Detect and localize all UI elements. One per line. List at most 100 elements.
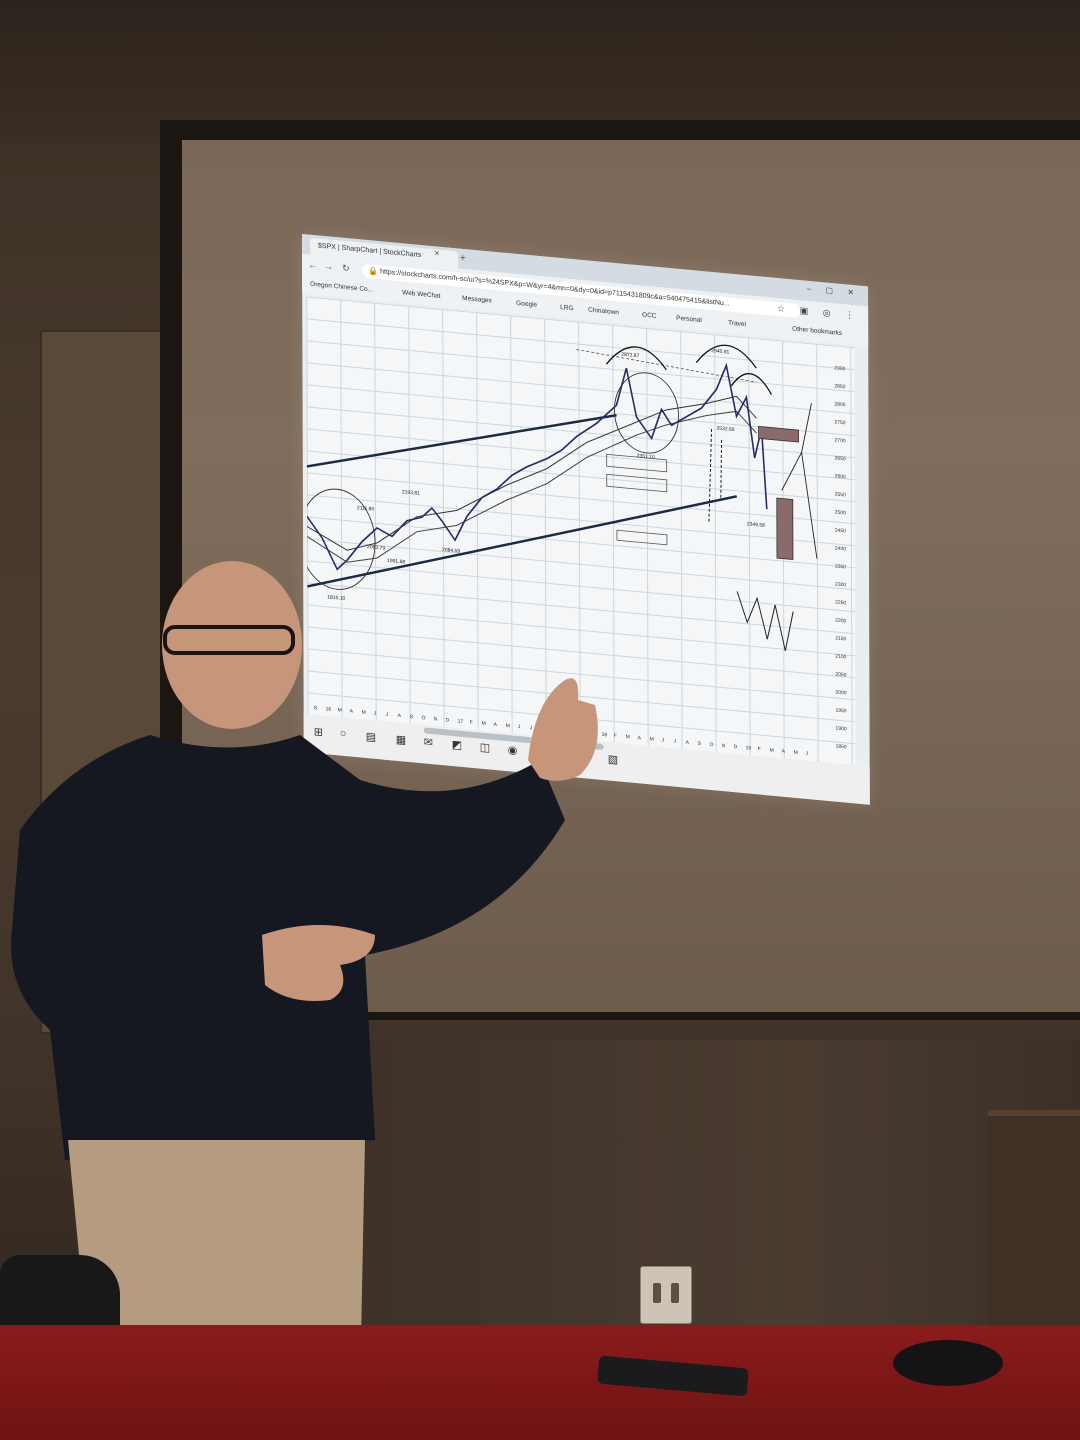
wall-panel — [360, 1040, 1080, 1360]
pointing-hand — [528, 678, 598, 781]
power-outlet — [640, 1266, 692, 1324]
resistance-box — [758, 425, 799, 443]
month-tick: A — [398, 713, 402, 719]
price-tick: 2700 — [835, 437, 846, 444]
head-arc — [695, 344, 757, 369]
annotation-label: 2111.80 — [357, 505, 375, 513]
annotation-label: 2083.79 — [367, 544, 385, 552]
moving-average-line — [306, 410, 757, 563]
month-tick: J — [674, 738, 677, 744]
support-box — [606, 473, 668, 493]
price-tick: 2650 — [835, 455, 846, 462]
month-tick: 17 — [458, 718, 464, 725]
month-tick: D — [446, 717, 450, 723]
shoulder-arc — [730, 373, 772, 395]
month-tick: J — [530, 725, 533, 731]
presenter-head — [162, 561, 302, 729]
month-tick: 19 — [746, 745, 752, 752]
glasses-icon — [163, 625, 295, 655]
price-tick: 1950 — [835, 708, 846, 715]
month-tick: O — [422, 715, 426, 721]
month-tick: M — [362, 710, 366, 716]
upper-trendline — [306, 413, 617, 468]
projection-arrow — [720, 439, 723, 500]
month-tick: A — [686, 740, 690, 746]
annotation-label: 2940.91 — [711, 348, 729, 356]
month-tick: A — [350, 708, 354, 714]
moving-average-line — [306, 395, 757, 551]
month-tick: A — [638, 735, 642, 741]
lower-trendline — [306, 495, 738, 588]
price-tick: 2850 — [834, 383, 845, 390]
support-box — [606, 453, 668, 473]
highlight-circle — [614, 372, 679, 454]
month-tick: M — [482, 721, 486, 727]
price-tick: 2600 — [835, 473, 846, 480]
shoulder-arc — [605, 346, 667, 371]
price-tick: 2050 — [835, 672, 846, 679]
month-tick: J — [374, 711, 377, 717]
price-tick: 2500 — [835, 509, 846, 516]
annotation-label: 2084.59 — [442, 547, 460, 555]
month-tick: 18 — [602, 732, 608, 739]
price-annotations: 2872.87 2940.91 2351.10 2532.69 2084.59 … — [327, 348, 765, 602]
month-tick: F — [758, 746, 761, 752]
price-tick: 2100 — [835, 653, 846, 660]
price-tick: 1850 — [836, 744, 847, 751]
annotation-label: 1810.10 — [327, 594, 345, 602]
month-tick: M — [650, 736, 654, 742]
handwritten-wave — [736, 591, 794, 651]
month-tick: F — [470, 720, 473, 726]
price-tick: 2350 — [835, 563, 846, 570]
price-tick: 2750 — [834, 419, 845, 426]
price-axis: 2900 2850 2800 2750 2700 2650 2600 2550 … — [834, 365, 847, 750]
price-tick: 2400 — [835, 545, 846, 552]
price-tick: 1900 — [836, 726, 847, 733]
month-tick: J — [662, 737, 665, 743]
price-tick: 2000 — [835, 690, 846, 697]
month-tick: S — [698, 741, 702, 747]
price-tick: 2450 — [835, 527, 846, 534]
month-tick: O — [710, 742, 714, 748]
dashed-neckline — [576, 349, 757, 383]
month-tick: J — [518, 724, 521, 730]
month-tick: A — [782, 749, 786, 755]
annotation-label: 2872.87 — [621, 352, 639, 360]
price-tick: 2150 — [835, 635, 846, 642]
month-tick: M — [338, 707, 342, 713]
annotation-label: 1991.68 — [387, 558, 405, 566]
month-tick: F — [614, 733, 617, 739]
computer-mouse — [893, 1340, 1003, 1386]
price-line — [306, 362, 768, 571]
month-tick: D — [734, 744, 738, 750]
highlight-circle — [306, 488, 376, 590]
month-tick: M — [794, 750, 798, 756]
red-table — [0, 1325, 1080, 1440]
month-tick: J — [386, 712, 389, 718]
month-tick: M — [770, 747, 774, 753]
price-tick: 2200 — [835, 617, 846, 624]
annotation-label: 2532.69 — [717, 425, 735, 433]
price-tick: 2900 — [834, 365, 845, 372]
podium — [988, 1110, 1080, 1356]
gesturing-hand — [262, 925, 375, 1001]
price-tick: 2550 — [835, 491, 846, 498]
projection-arrow — [708, 428, 713, 524]
month-tick: N — [434, 716, 438, 722]
month-tick: 16 — [326, 706, 332, 713]
annotation-label: 2351.10 — [637, 453, 655, 461]
projected-browser-window: $SPX | SharpChart | StockCharts ✕ + – ▢ … — [302, 234, 870, 805]
stock-chart: 2900 2850 2800 2750 2700 2650 2600 2550 … — [306, 296, 856, 766]
support-box — [616, 529, 668, 546]
price-tick: 2300 — [835, 581, 846, 588]
month-tick: M — [506, 723, 510, 729]
price-tick: 2250 — [835, 599, 846, 606]
month-tick: S — [314, 705, 318, 711]
annotation-label: 2346.58 — [747, 521, 765, 529]
month-tick: J — [806, 751, 809, 757]
month-tick: A — [494, 722, 498, 728]
month-tick: N — [722, 743, 726, 749]
month-tick: M — [626, 734, 630, 740]
